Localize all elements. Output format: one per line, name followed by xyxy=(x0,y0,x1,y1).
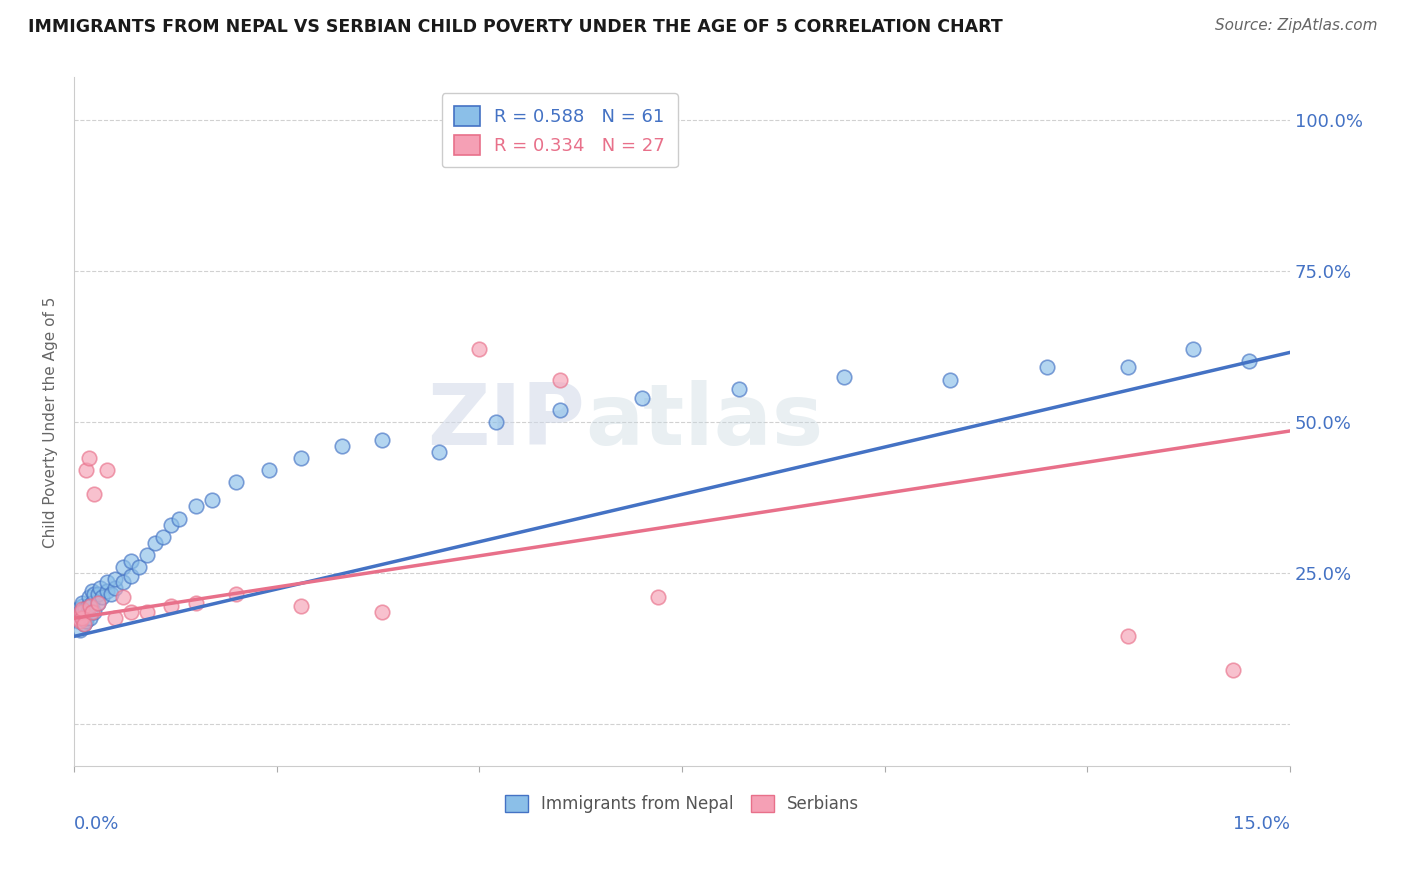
Point xyxy=(91,590,114,604)
Point xyxy=(1239,354,1261,368)
Point xyxy=(75,463,97,477)
Point xyxy=(330,439,353,453)
Point xyxy=(550,373,572,387)
Point xyxy=(160,599,183,614)
Point xyxy=(70,596,93,610)
Point xyxy=(79,605,101,619)
Point xyxy=(201,493,224,508)
Point xyxy=(136,548,159,562)
Point xyxy=(79,599,101,614)
Point xyxy=(70,611,93,625)
Point xyxy=(73,617,96,632)
Point xyxy=(225,587,247,601)
Point xyxy=(69,615,91,629)
Point xyxy=(184,596,207,610)
Point xyxy=(104,611,127,625)
Point xyxy=(75,611,97,625)
Point xyxy=(87,596,110,610)
Point xyxy=(184,500,207,514)
Point xyxy=(69,605,91,619)
Point xyxy=(73,617,96,632)
Point xyxy=(550,402,572,417)
Point xyxy=(80,605,103,619)
Point xyxy=(75,615,97,629)
Text: IMMIGRANTS FROM NEPAL VS SERBIAN CHILD POVERTY UNDER THE AGE OF 5 CORRELATION CH: IMMIGRANTS FROM NEPAL VS SERBIAN CHILD P… xyxy=(28,18,1002,36)
Point xyxy=(67,615,90,629)
Point xyxy=(727,382,749,396)
Y-axis label: Child Poverty Under the Age of 5: Child Poverty Under the Age of 5 xyxy=(44,296,58,548)
Point xyxy=(1222,663,1244,677)
Legend: Immigrants from Nepal, Serbians: Immigrants from Nepal, Serbians xyxy=(498,789,866,820)
Point xyxy=(169,511,191,525)
Text: 15.0%: 15.0% xyxy=(1233,814,1291,832)
Point xyxy=(1116,629,1139,643)
Point xyxy=(427,445,450,459)
Point xyxy=(77,590,100,604)
Point xyxy=(1181,343,1204,357)
Point xyxy=(73,611,96,625)
Point xyxy=(104,572,127,586)
Point xyxy=(87,596,110,610)
Point xyxy=(80,584,103,599)
Point xyxy=(75,608,97,623)
Point xyxy=(111,590,134,604)
Text: 0.0%: 0.0% xyxy=(75,814,120,832)
Text: Source: ZipAtlas.com: Source: ZipAtlas.com xyxy=(1215,18,1378,33)
Point xyxy=(290,599,312,614)
Point xyxy=(120,605,142,619)
Point xyxy=(96,584,118,599)
Point xyxy=(69,608,91,623)
Point xyxy=(76,599,98,614)
Point xyxy=(111,574,134,589)
Point xyxy=(104,581,127,595)
Point xyxy=(73,602,96,616)
Point xyxy=(70,605,93,619)
Point xyxy=(120,569,142,583)
Point xyxy=(69,624,91,638)
Point xyxy=(70,611,93,625)
Point xyxy=(938,373,960,387)
Point xyxy=(70,599,93,614)
Point xyxy=(80,596,103,610)
Point xyxy=(152,530,174,544)
Point xyxy=(83,487,105,501)
Point xyxy=(79,599,101,614)
Point xyxy=(83,605,105,619)
Text: atlas: atlas xyxy=(585,380,823,463)
Point xyxy=(120,554,142,568)
Point xyxy=(290,451,312,466)
Point xyxy=(128,560,150,574)
Point xyxy=(832,369,855,384)
Point xyxy=(96,463,118,477)
Point xyxy=(1116,360,1139,375)
Point xyxy=(79,611,101,625)
Point xyxy=(371,433,394,447)
Text: ZIP: ZIP xyxy=(427,380,585,463)
Point xyxy=(1036,360,1059,375)
Point xyxy=(89,581,111,595)
Point xyxy=(83,587,105,601)
Point xyxy=(100,587,122,601)
Point xyxy=(69,605,91,619)
Point xyxy=(67,602,90,616)
Point xyxy=(647,590,669,604)
Point xyxy=(143,535,166,549)
Point xyxy=(111,560,134,574)
Point xyxy=(77,451,100,466)
Point xyxy=(136,605,159,619)
Point xyxy=(225,475,247,490)
Point xyxy=(484,415,506,429)
Point xyxy=(257,463,280,477)
Point xyxy=(160,517,183,532)
Point xyxy=(87,587,110,601)
Point xyxy=(630,391,652,405)
Point xyxy=(371,605,394,619)
Point xyxy=(67,611,90,625)
Point xyxy=(468,343,491,357)
Point xyxy=(70,602,93,616)
Point xyxy=(96,574,118,589)
